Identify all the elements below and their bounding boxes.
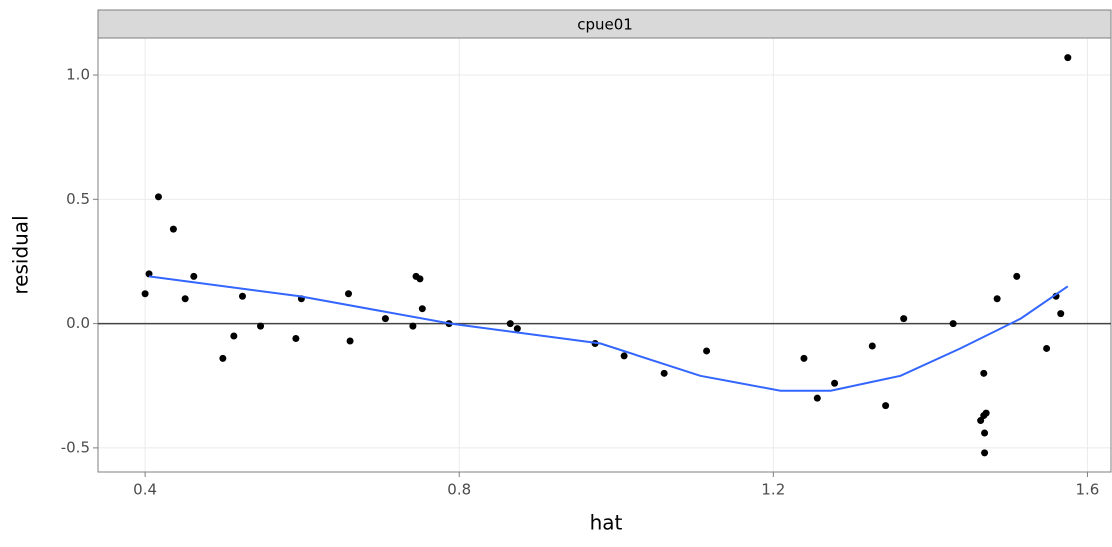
point [409,322,417,330]
x-tick-label: 0.4 [133,481,157,499]
point [949,320,957,328]
point [1013,272,1021,280]
point [346,337,354,345]
point [900,315,908,323]
point [813,394,821,402]
point [1064,54,1072,62]
x-tick-label: 1.6 [1076,481,1100,499]
point [506,320,514,328]
y-tick-label: 0.5 [66,190,90,208]
point [292,335,300,343]
point [800,354,808,362]
point [345,290,353,298]
point [418,305,426,313]
point [868,342,876,350]
point [620,352,628,360]
point [980,369,988,377]
panel-border [97,37,1112,473]
point [831,379,839,387]
x-tick-label: 0.8 [447,481,471,499]
point [257,322,265,330]
y-tick-label: -0.5 [61,438,90,456]
point [230,332,238,340]
y-axis-title: residual [9,215,33,294]
facet-strip [97,9,1112,39]
y-tick-label: 1.0 [66,66,90,84]
x-axis-title: hat [590,511,623,535]
point [381,315,389,323]
point [982,409,990,417]
panel [98,38,1111,472]
point [219,354,227,362]
point [981,429,989,437]
smooth-line [148,275,1069,392]
point [141,290,149,298]
point [238,292,246,300]
point [190,272,198,280]
point [703,347,711,355]
point [981,449,989,457]
point [181,295,189,303]
y-tick-label: 0.0 [66,314,90,332]
point [993,295,1001,303]
point [977,417,985,425]
point [416,275,424,283]
point [1057,310,1065,318]
point [1043,344,1051,352]
facet-label: cpue01 [577,16,633,34]
point [882,402,890,410]
point [513,325,521,333]
point [169,225,177,233]
point [154,193,162,201]
x-tick-label: 1.2 [761,481,785,499]
point [660,369,668,377]
